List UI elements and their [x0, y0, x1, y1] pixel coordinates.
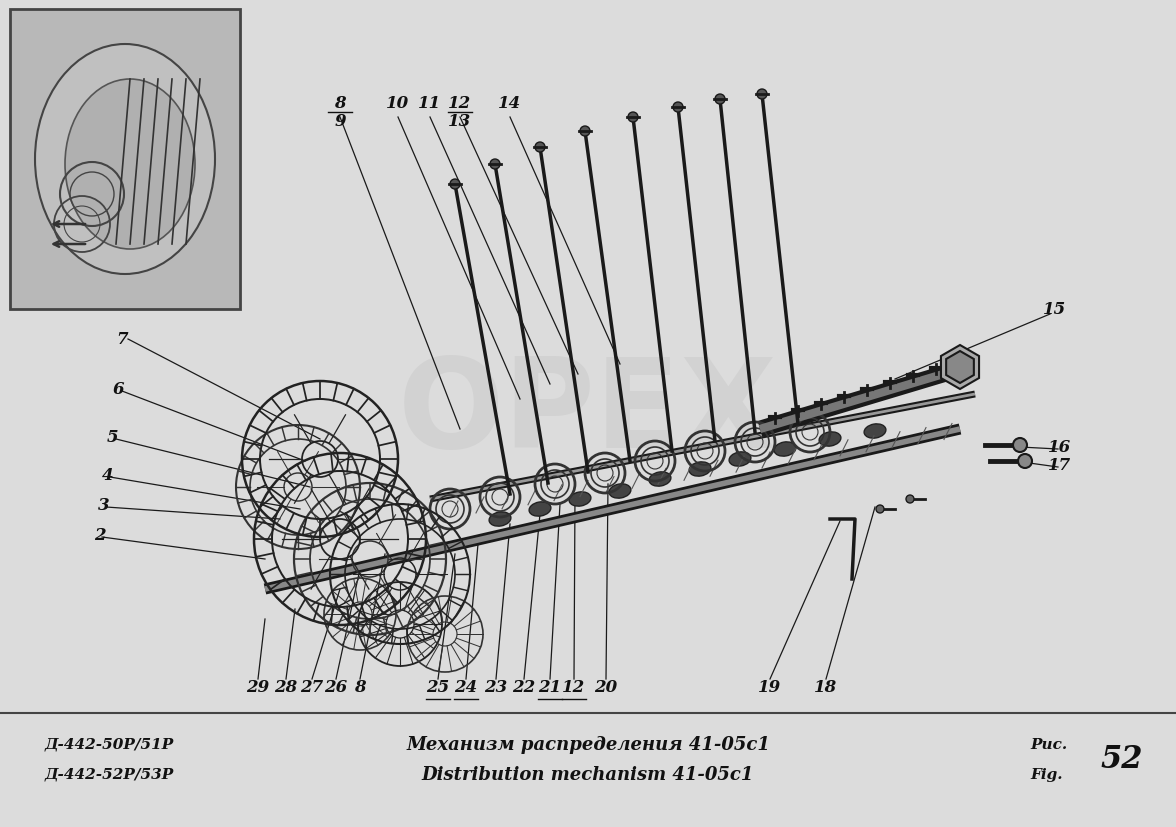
- Text: 26: 26: [325, 679, 348, 696]
- Ellipse shape: [774, 442, 796, 457]
- Text: Рис.: Рис.: [1030, 737, 1067, 751]
- Text: 18: 18: [814, 679, 837, 696]
- Text: 8: 8: [354, 679, 366, 696]
- Text: 12: 12: [448, 94, 472, 112]
- Text: 4: 4: [102, 467, 114, 484]
- Ellipse shape: [864, 424, 886, 438]
- Text: ОРЕХ: ОРЕХ: [399, 353, 777, 474]
- Circle shape: [450, 179, 460, 189]
- Circle shape: [757, 90, 767, 100]
- Text: 10: 10: [387, 94, 409, 112]
- Ellipse shape: [729, 452, 751, 466]
- Circle shape: [906, 495, 914, 504]
- Text: 16: 16: [1048, 439, 1071, 456]
- Polygon shape: [941, 346, 980, 390]
- Polygon shape: [947, 351, 974, 384]
- Text: 9: 9: [334, 113, 346, 131]
- Circle shape: [1018, 455, 1033, 468]
- Text: 13: 13: [448, 113, 472, 131]
- Ellipse shape: [649, 472, 670, 486]
- Text: Механизм распределения 41-05с1: Механизм распределения 41-05с1: [406, 735, 770, 753]
- Circle shape: [580, 127, 590, 136]
- Circle shape: [876, 505, 884, 514]
- Text: 29: 29: [247, 679, 269, 696]
- Text: 2: 2: [94, 527, 106, 544]
- Ellipse shape: [689, 462, 711, 476]
- Ellipse shape: [35, 45, 215, 275]
- Text: 52: 52: [1100, 743, 1143, 775]
- Text: 11: 11: [419, 94, 442, 112]
- Text: 15: 15: [1043, 301, 1067, 318]
- Text: 24: 24: [454, 679, 477, 696]
- Text: 14: 14: [499, 94, 522, 112]
- Text: 20: 20: [594, 679, 617, 696]
- Text: 5: 5: [107, 429, 119, 446]
- Text: 19: 19: [759, 679, 782, 696]
- Bar: [11, 10, 240, 309]
- Circle shape: [715, 95, 724, 105]
- Ellipse shape: [489, 512, 510, 527]
- Text: 8: 8: [334, 94, 346, 112]
- Circle shape: [535, 143, 544, 153]
- Text: Д-442-50Р/51Р: Д-442-50Р/51Р: [45, 737, 174, 751]
- Text: 12: 12: [562, 679, 586, 696]
- Text: 21: 21: [539, 679, 562, 696]
- Text: 27: 27: [300, 679, 323, 696]
- Text: 3: 3: [98, 497, 109, 514]
- Text: 22: 22: [513, 679, 535, 696]
- Text: 28: 28: [274, 679, 298, 696]
- Ellipse shape: [820, 433, 841, 447]
- Text: Distribution mechanism 41-05c1: Distribution mechanism 41-05c1: [422, 765, 754, 783]
- Text: 25: 25: [427, 679, 449, 696]
- Text: Д-442-52Р/53Р: Д-442-52Р/53Р: [45, 767, 174, 781]
- Circle shape: [628, 112, 639, 123]
- Text: 7: 7: [116, 331, 128, 348]
- Text: 17: 17: [1048, 457, 1071, 474]
- Circle shape: [673, 103, 683, 112]
- Circle shape: [1013, 438, 1027, 452]
- Text: Fig.: Fig.: [1030, 767, 1062, 781]
- Ellipse shape: [569, 492, 590, 507]
- Text: 23: 23: [485, 679, 508, 696]
- Circle shape: [490, 160, 500, 170]
- Ellipse shape: [529, 502, 550, 517]
- Text: 6: 6: [112, 381, 123, 398]
- Ellipse shape: [609, 485, 630, 499]
- Ellipse shape: [65, 80, 195, 250]
